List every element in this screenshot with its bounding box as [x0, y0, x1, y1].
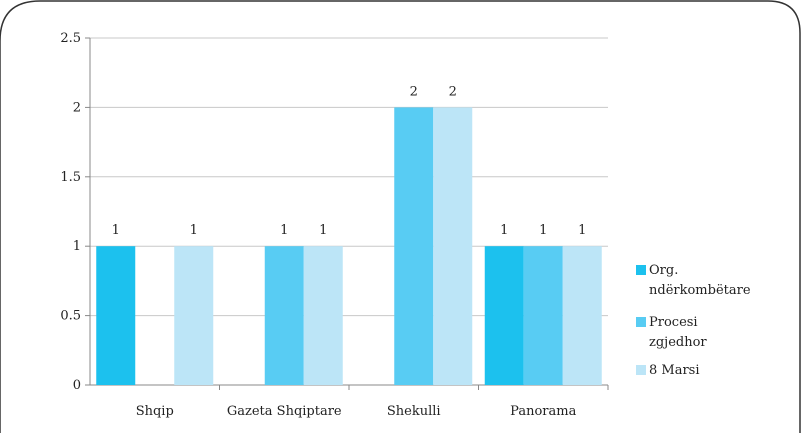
bar — [96, 246, 136, 385]
data-label: 2 — [410, 84, 418, 99]
y-tick-label: 0 — [73, 378, 81, 393]
legend-swatch — [636, 365, 646, 375]
data-label: 1 — [539, 223, 547, 238]
bar — [433, 107, 473, 386]
y-tick-label: 2.5 — [60, 31, 81, 46]
legend-swatch — [636, 317, 646, 327]
legend: Org. ndërkombëtare Procesi zgjedhor 8 Marsi — [636, 263, 751, 378]
legend-swatch — [636, 265, 646, 275]
x-category-label: Shekulli — [387, 404, 441, 419]
data-label: 1 — [578, 223, 586, 238]
legend-label: ndërkombëtare — [649, 283, 751, 298]
y-tick-label: 1.5 — [60, 170, 81, 185]
data-label: 1 — [112, 223, 120, 238]
legend-label: Procesi — [649, 315, 698, 330]
legend-label: Org. — [649, 263, 678, 278]
y-tick-label: 1 — [73, 239, 81, 254]
bar — [394, 107, 434, 386]
bar — [303, 246, 343, 385]
x-category-label: Panorama — [510, 404, 576, 419]
data-label: 1 — [280, 223, 288, 238]
legend-label: zgjedhor — [649, 335, 707, 350]
bar — [484, 246, 524, 385]
plot-area: 0 0.5 1 1.5 2 2.5 1 1 Shqip 1 1 Gazeta Shqiptare 2 2 S… — [60, 31, 609, 419]
data-label: 1 — [190, 223, 198, 238]
bar — [562, 246, 602, 385]
bar — [264, 246, 304, 385]
y-tick-label: 2 — [73, 100, 81, 115]
data-label: 1 — [319, 223, 327, 238]
x-category-label: Gazeta Shqiptare — [227, 404, 342, 419]
bar — [523, 246, 563, 385]
bar — [174, 246, 214, 385]
y-tick-label: 0.5 — [60, 309, 81, 324]
data-label: 2 — [449, 84, 457, 99]
data-label: 1 — [500, 223, 508, 238]
legend-label: 8 Marsi — [649, 363, 700, 378]
x-category-label: Shqip — [136, 404, 174, 419]
